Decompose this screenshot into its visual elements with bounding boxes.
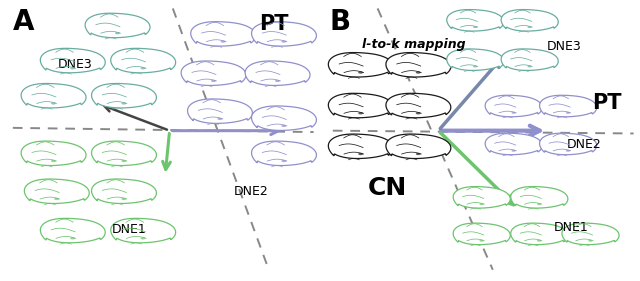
PathPatch shape xyxy=(540,95,596,117)
Ellipse shape xyxy=(218,118,222,120)
Ellipse shape xyxy=(282,160,286,162)
PathPatch shape xyxy=(485,95,542,117)
Ellipse shape xyxy=(122,198,126,200)
PathPatch shape xyxy=(386,93,451,118)
Text: DNE1: DNE1 xyxy=(112,223,147,235)
Ellipse shape xyxy=(141,67,145,69)
PathPatch shape xyxy=(501,10,558,31)
Ellipse shape xyxy=(282,125,286,127)
Ellipse shape xyxy=(511,150,516,152)
Ellipse shape xyxy=(282,40,286,43)
PathPatch shape xyxy=(540,133,596,155)
Ellipse shape xyxy=(358,153,363,155)
Ellipse shape xyxy=(51,102,56,105)
PathPatch shape xyxy=(386,53,451,77)
Ellipse shape xyxy=(537,240,541,242)
Text: DNE3: DNE3 xyxy=(58,58,92,71)
PathPatch shape xyxy=(328,134,393,158)
Ellipse shape xyxy=(122,102,126,105)
Ellipse shape xyxy=(473,65,477,67)
Text: CN: CN xyxy=(368,176,407,200)
PathPatch shape xyxy=(111,48,175,73)
PathPatch shape xyxy=(252,141,316,166)
Ellipse shape xyxy=(537,203,541,205)
Ellipse shape xyxy=(358,112,363,114)
Text: PT: PT xyxy=(259,14,289,34)
Ellipse shape xyxy=(70,237,75,239)
Ellipse shape xyxy=(141,237,145,239)
PathPatch shape xyxy=(447,10,504,31)
Ellipse shape xyxy=(211,80,216,82)
Ellipse shape xyxy=(51,160,56,162)
PathPatch shape xyxy=(40,48,105,73)
PathPatch shape xyxy=(21,141,86,166)
PathPatch shape xyxy=(328,93,393,118)
PathPatch shape xyxy=(85,13,150,38)
PathPatch shape xyxy=(245,61,310,85)
Text: B: B xyxy=(330,8,351,37)
PathPatch shape xyxy=(111,218,175,243)
PathPatch shape xyxy=(453,187,510,208)
PathPatch shape xyxy=(501,49,558,71)
PathPatch shape xyxy=(181,61,246,85)
Ellipse shape xyxy=(416,112,420,114)
Text: l-to-k mapping: l-to-k mapping xyxy=(362,38,465,51)
Text: DNE3: DNE3 xyxy=(547,40,582,53)
PathPatch shape xyxy=(485,133,542,155)
Ellipse shape xyxy=(358,71,363,74)
Ellipse shape xyxy=(479,240,484,242)
Ellipse shape xyxy=(527,26,532,28)
Text: DNE1: DNE1 xyxy=(554,221,588,234)
PathPatch shape xyxy=(511,187,568,208)
Ellipse shape xyxy=(416,153,420,155)
PathPatch shape xyxy=(40,218,105,243)
PathPatch shape xyxy=(328,53,393,77)
PathPatch shape xyxy=(92,179,156,203)
PathPatch shape xyxy=(92,83,156,108)
Ellipse shape xyxy=(70,67,75,69)
PathPatch shape xyxy=(252,106,316,130)
Text: PT: PT xyxy=(592,92,621,113)
Ellipse shape xyxy=(221,40,225,43)
Ellipse shape xyxy=(275,80,280,82)
PathPatch shape xyxy=(386,134,451,158)
PathPatch shape xyxy=(511,223,568,245)
Text: DNE2: DNE2 xyxy=(234,185,268,198)
PathPatch shape xyxy=(92,141,156,166)
Ellipse shape xyxy=(122,160,126,162)
PathPatch shape xyxy=(252,22,316,46)
PathPatch shape xyxy=(453,223,510,245)
Text: DNE2: DNE2 xyxy=(566,138,601,151)
Ellipse shape xyxy=(566,150,570,152)
Ellipse shape xyxy=(511,112,516,114)
Ellipse shape xyxy=(473,26,477,28)
Ellipse shape xyxy=(54,198,59,200)
PathPatch shape xyxy=(21,83,86,108)
PathPatch shape xyxy=(191,22,255,46)
Ellipse shape xyxy=(115,32,120,34)
Ellipse shape xyxy=(566,112,570,114)
Ellipse shape xyxy=(527,65,532,67)
PathPatch shape xyxy=(188,99,252,123)
Text: A: A xyxy=(13,8,35,37)
Ellipse shape xyxy=(416,71,420,74)
PathPatch shape xyxy=(24,179,89,203)
PathPatch shape xyxy=(562,223,619,245)
Ellipse shape xyxy=(479,203,484,205)
PathPatch shape xyxy=(447,49,504,71)
Ellipse shape xyxy=(588,240,593,242)
